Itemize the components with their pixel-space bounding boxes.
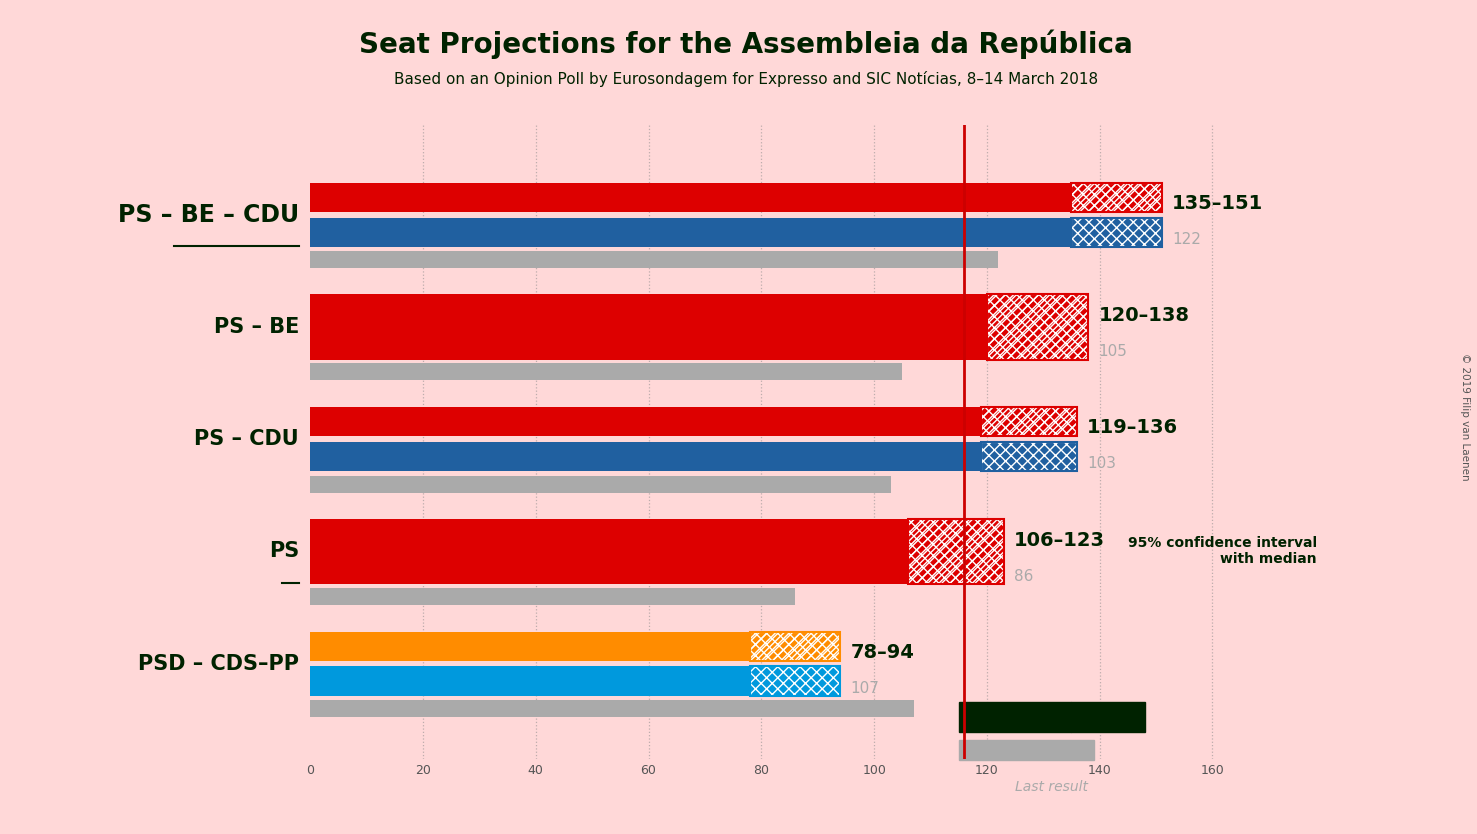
- Bar: [310, 364, 902, 380]
- Text: PS – CDU: PS – CDU: [195, 430, 298, 450]
- Bar: [959, 740, 1094, 760]
- Bar: [1071, 183, 1162, 212]
- Bar: [987, 294, 1089, 359]
- Text: 103: 103: [1087, 456, 1117, 471]
- Bar: [310, 183, 1071, 212]
- Bar: [981, 407, 1077, 436]
- Bar: [981, 407, 1077, 436]
- Bar: [310, 631, 750, 661]
- Bar: [1071, 183, 1162, 212]
- Bar: [750, 666, 840, 696]
- Bar: [908, 519, 1004, 584]
- Bar: [310, 251, 998, 269]
- Bar: [310, 588, 795, 605]
- Text: 105: 105: [1099, 344, 1127, 359]
- Bar: [908, 519, 1004, 584]
- Text: 122: 122: [1171, 232, 1201, 247]
- Bar: [750, 666, 840, 696]
- Bar: [1071, 218, 1162, 247]
- Text: PS – BE: PS – BE: [214, 317, 298, 337]
- Text: 120–138: 120–138: [1099, 306, 1189, 325]
- Text: 78–94: 78–94: [851, 643, 914, 662]
- Text: 86: 86: [1015, 569, 1034, 584]
- Bar: [310, 700, 914, 717]
- Text: Seat Projections for the Assembleia da República: Seat Projections for the Assembleia da R…: [359, 29, 1133, 58]
- Text: 119–136: 119–136: [1087, 419, 1179, 438]
- Text: 135–151: 135–151: [1171, 194, 1263, 214]
- Text: Last result: Last result: [1015, 781, 1089, 794]
- Bar: [908, 519, 1004, 584]
- Bar: [310, 519, 908, 584]
- Bar: [981, 442, 1077, 471]
- Bar: [310, 407, 981, 436]
- Bar: [981, 442, 1077, 471]
- Bar: [750, 631, 840, 661]
- Bar: [987, 294, 1089, 359]
- Text: PS – BE – CDU: PS – BE – CDU: [118, 203, 298, 227]
- Text: 95% confidence interval
with median: 95% confidence interval with median: [1128, 536, 1317, 566]
- Text: 106–123: 106–123: [1015, 530, 1105, 550]
- Bar: [310, 666, 750, 696]
- Text: PS: PS: [269, 541, 298, 561]
- Text: Based on an Opinion Poll by Eurosondagem for Expresso and SIC Notícias, 8–14 Mar: Based on an Opinion Poll by Eurosondagem…: [394, 71, 1097, 87]
- Bar: [310, 475, 891, 493]
- Bar: [310, 294, 987, 359]
- Text: PSD – CDS–PP: PSD – CDS–PP: [137, 654, 298, 674]
- Bar: [1071, 701, 1145, 732]
- Bar: [310, 442, 981, 471]
- Bar: [981, 407, 1077, 436]
- Text: © 2019 Filip van Laenen: © 2019 Filip van Laenen: [1459, 353, 1470, 481]
- Bar: [310, 218, 1071, 247]
- Bar: [1071, 218, 1162, 247]
- Bar: [1071, 183, 1162, 212]
- Text: 107: 107: [851, 681, 879, 696]
- Bar: [750, 631, 840, 661]
- Bar: [987, 294, 1089, 359]
- Bar: [959, 701, 1071, 732]
- Bar: [750, 631, 840, 661]
